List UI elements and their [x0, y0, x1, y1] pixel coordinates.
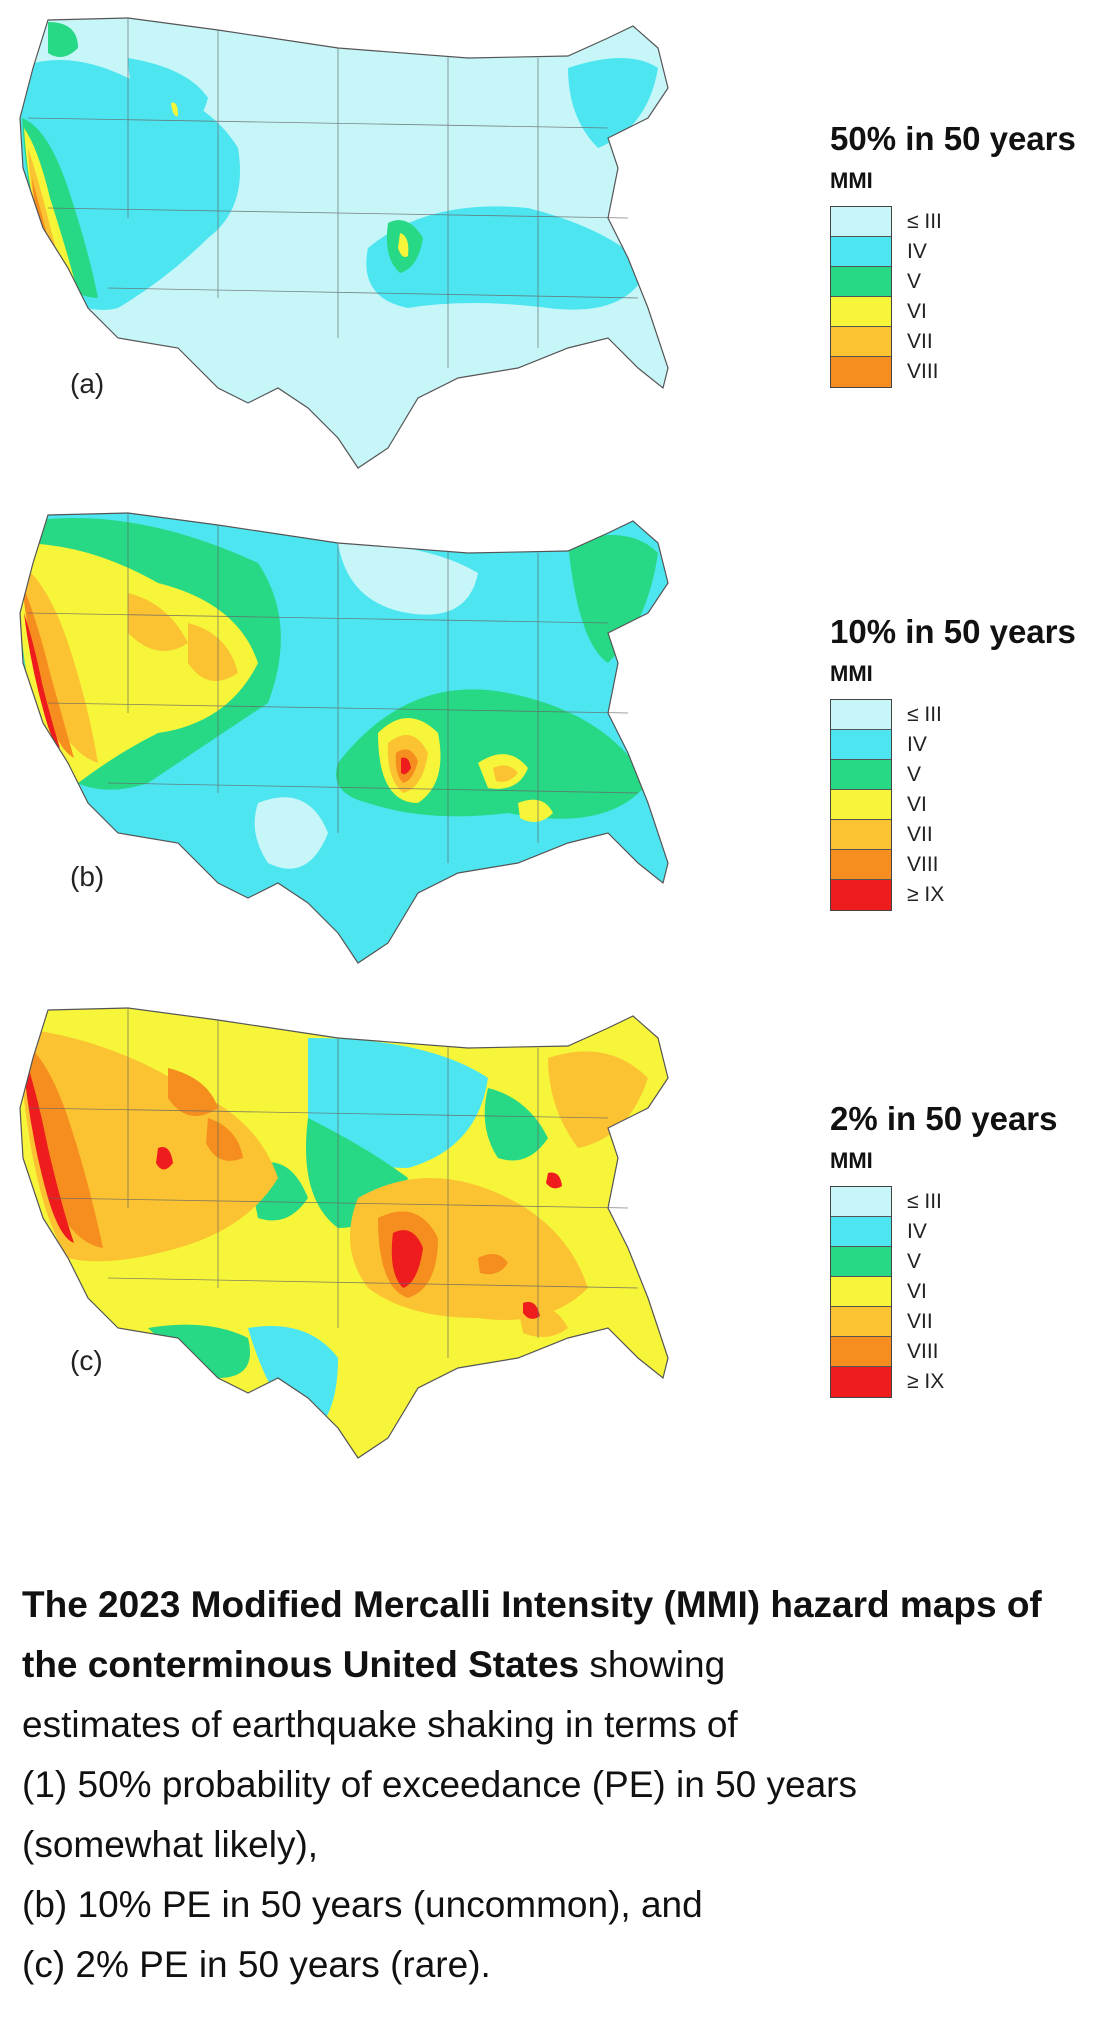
legend-swatch	[831, 700, 891, 730]
legend-row: VI	[831, 790, 927, 820]
legend-row: ≤ III	[831, 1187, 942, 1217]
legend-label: VI	[907, 1280, 927, 1303]
us-hazard-map-a	[19, 17, 669, 469]
legend-swatch	[831, 790, 891, 820]
caption-line: estimates of earthquake shaking in terms…	[22, 1704, 738, 1745]
legend-row: VII	[831, 1307, 933, 1337]
legend-row: VI	[831, 297, 927, 327]
us-hazard-map-c	[19, 1007, 669, 1459]
legend-c: 2% in 50 years MMI ≤ III IV V VI VII VII…	[830, 1100, 1058, 1403]
legend-label: ≤ III	[907, 703, 942, 726]
legend-swatch	[831, 207, 891, 237]
legend-swatch	[831, 820, 891, 850]
legend-swatch	[831, 1337, 891, 1367]
legend-label: ≤ III	[907, 210, 942, 233]
caption-text: showing	[579, 1644, 726, 1685]
legend-row: VIII	[831, 850, 939, 880]
legend-row: IV	[831, 730, 927, 760]
panel-label-b: (b)	[70, 861, 105, 892]
legend-label: VII	[907, 1310, 933, 1333]
legend-row: ≥ IX	[831, 880, 944, 910]
legend-row: V	[831, 1247, 921, 1277]
legend-swatch	[831, 1217, 891, 1247]
legend-items-a: ≤ III IV V VI VII VIII	[830, 206, 942, 388]
legend-items-b: ≤ III IV V VI VII VIII ≥ IX	[830, 699, 944, 911]
legend-label: IV	[907, 1220, 927, 1243]
legend-label: V	[907, 1250, 922, 1273]
legend-swatch	[831, 237, 891, 267]
legend-title-c: 2% in 50 years	[830, 1100, 1058, 1137]
legend-row: ≤ III	[831, 207, 942, 237]
caption-line: (b) 10% PE in 50 years (uncommon), and	[22, 1884, 703, 1925]
legend-a: 50% in 50 years MMI ≤ III IV V VI VII VI…	[830, 120, 1076, 393]
legend-label: VI	[907, 300, 927, 323]
legend-label: V	[907, 270, 922, 293]
map-panel-c: (c) 2% in 50 years MMI ≤ III IV V VI VII…	[0, 990, 1113, 1495]
legend-swatch	[831, 850, 891, 880]
map-panel-b: (b) 10% in 50 years MMI ≤ III IV V VI VI…	[0, 495, 1113, 990]
legend-row: V	[831, 760, 921, 790]
legend-unit-b: MMI	[830, 661, 873, 686]
legend-row: VIII	[831, 357, 939, 387]
legend-label: V	[907, 763, 922, 786]
legend-unit-c: MMI	[830, 1148, 873, 1173]
legend-row: ≤ III	[831, 700, 942, 730]
legend-label: VIII	[907, 1340, 939, 1363]
legend-swatch	[831, 357, 891, 387]
caption-line: (somewhat likely),	[22, 1824, 319, 1865]
legend-swatch	[831, 1367, 891, 1397]
legend-row: IV	[831, 1217, 927, 1247]
legend-swatch	[831, 1187, 891, 1217]
legend-swatch	[831, 1277, 891, 1307]
legend-label: ≥ IX	[907, 1370, 945, 1393]
legend-label: VII	[907, 330, 933, 353]
caption-title: The 2023 Modified Mercalli Intensity (MM…	[22, 1584, 1042, 1685]
legend-row: VII	[831, 820, 933, 850]
legend-title-b: 10% in 50 years	[830, 613, 1076, 650]
legend-row: ≥ IX	[831, 1367, 944, 1397]
figure-caption: The 2023 Modified Mercalli Intensity (MM…	[22, 1575, 1102, 1995]
us-hazard-map-b	[19, 512, 669, 964]
legend-swatch	[831, 267, 891, 297]
legend-label: VIII	[907, 853, 939, 876]
panel-label-c: (c)	[70, 1345, 103, 1376]
legend-label: ≤ III	[907, 1190, 942, 1213]
legend-b: 10% in 50 years MMI ≤ III IV V VI VII VI…	[830, 613, 1076, 916]
legend-swatch	[831, 327, 891, 357]
legend-row: V	[831, 267, 921, 297]
legend-label: VIII	[907, 360, 939, 383]
map-panel-a: (a) 50% in 50 years MMI ≤ III IV V VI VI…	[0, 0, 1113, 495]
legend-swatch	[831, 760, 891, 790]
legend-label: VII	[907, 823, 933, 846]
legend-items-c: ≤ III IV V VI VII VIII ≥ IX	[830, 1186, 944, 1398]
legend-label: IV	[907, 240, 927, 263]
panel-label-a: (a)	[70, 368, 105, 399]
legend-row: IV	[831, 237, 927, 267]
caption-line: (c) 2% PE in 50 years (rare).	[22, 1944, 491, 1985]
legend-label: IV	[907, 733, 927, 756]
legend-row: VII	[831, 327, 933, 357]
legend-title-a: 50% in 50 years	[830, 120, 1076, 157]
legend-swatch	[831, 880, 891, 910]
legend-row: VI	[831, 1277, 927, 1307]
legend-unit-a: MMI	[830, 168, 873, 193]
caption-line: (1) 50% probability of exceedance (PE) i…	[22, 1764, 857, 1805]
caption-line: The 2023 Modified Mercalli Intensity (MM…	[22, 1575, 1102, 1695]
legend-swatch	[831, 730, 891, 760]
legend-swatch	[831, 297, 891, 327]
legend-label: VI	[907, 793, 927, 816]
legend-row: VIII	[831, 1337, 939, 1367]
legend-label: ≥ IX	[907, 883, 945, 906]
legend-swatch	[831, 1247, 891, 1277]
legend-swatch	[831, 1307, 891, 1337]
